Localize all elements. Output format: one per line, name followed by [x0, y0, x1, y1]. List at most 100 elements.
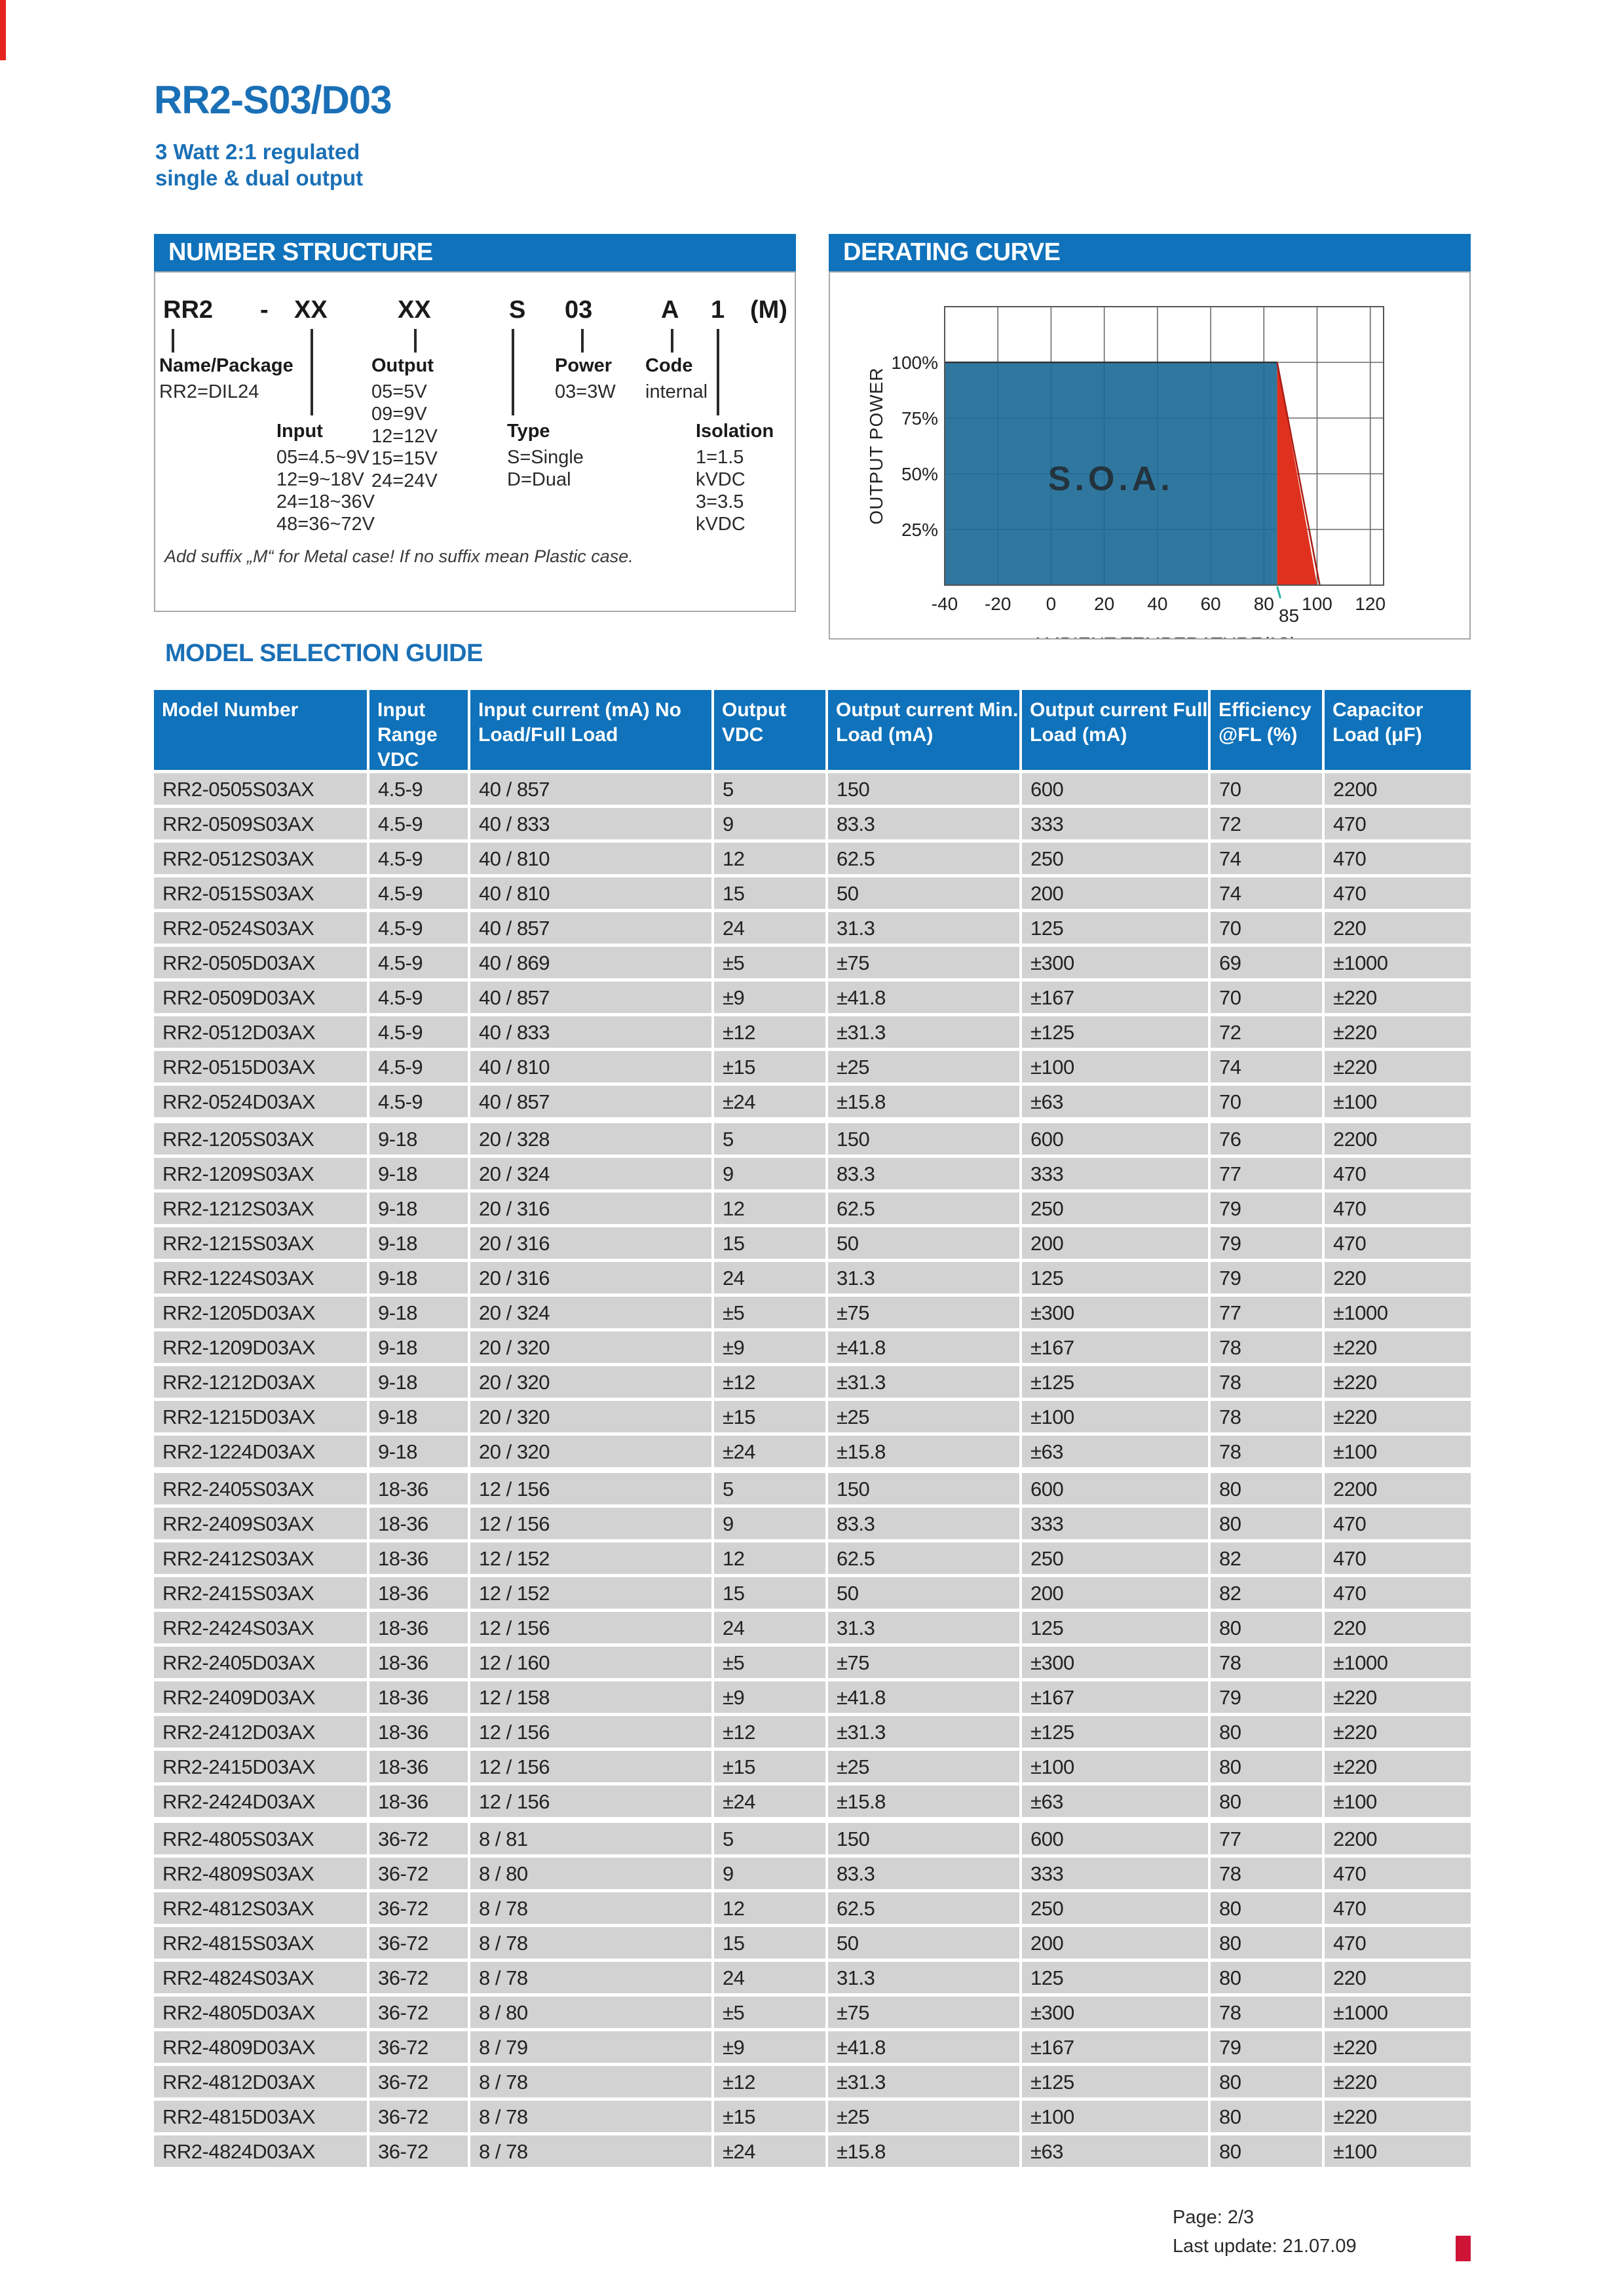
table-cell: 250 — [1022, 1542, 1208, 1574]
svg-text:100%: 100% — [891, 353, 938, 373]
table-cell: ±300 — [1022, 1997, 1208, 2028]
table-cell: ±220 — [1325, 1366, 1471, 1398]
table-cell: 150 — [828, 1823, 1019, 1854]
table-cell: 18-36 — [369, 1542, 468, 1574]
table-cell: 12 — [714, 1542, 825, 1574]
table-cell: ±9 — [714, 1681, 825, 1713]
table-cell: RR2-0512D03AX — [154, 1016, 367, 1048]
table-cell: 36-72 — [369, 1927, 468, 1959]
group-power: Power 03=3W — [555, 355, 616, 403]
table-cell: RR2-0515S03AX — [154, 877, 367, 909]
column-header: Output VDC — [714, 690, 825, 770]
table-cell: ±9 — [714, 1331, 825, 1363]
table-cell: 470 — [1325, 1892, 1471, 1924]
table-row: RR2-4809D03AX 36-72 8 / 79 ±9 ±41.8 ±167 79 ±22… — [154, 2031, 1471, 2063]
table-cell: 77 — [1211, 1297, 1322, 1328]
table-cell: 8 / 78 — [470, 2135, 711, 2167]
table-cell: RR2-2424D03AX — [154, 1786, 367, 1817]
page-subtitle-line2: single & dual output — [155, 166, 364, 190]
table-row: RR2-1215D03AX 9-18 20 / 320 ±15 ±25 ±100 78 ±22… — [154, 1401, 1471, 1432]
table-cell: ±220 — [1325, 1051, 1471, 1082]
table-cell: 9-18 — [369, 1193, 468, 1224]
table-cell: 220 — [1325, 1612, 1471, 1643]
table-cell: ±1000 — [1325, 947, 1471, 978]
svg-text:120: 120 — [1355, 594, 1386, 614]
table-cell: ±12 — [714, 1716, 825, 1748]
table-cell: ±15.8 — [828, 1436, 1019, 1467]
table-cell: 50 — [828, 1227, 1019, 1259]
table-cell: ±100 — [1022, 1401, 1208, 1432]
table-row: RR2-1209S03AX 9-18 20 / 324 9 83.3 333 77 470 — [154, 1158, 1471, 1189]
table-row: RR2-1215S03AX 9-18 20 / 316 15 50 200 79 470 — [154, 1227, 1471, 1259]
svg-text:AMBIENT TEMPERATURE(°C): AMBIENT TEMPERATURE(°C) — [1032, 634, 1297, 638]
table-cell: ±41.8 — [828, 1331, 1019, 1363]
table-cell: ±15 — [714, 1401, 825, 1432]
table-cell: 18-36 — [369, 1681, 468, 1713]
group-isolation: Isolation 1=1.5 kVDC 3=3.5 kVDC — [696, 421, 795, 535]
svg-text:85: 85 — [1279, 605, 1299, 626]
table-cell: ±167 — [1022, 2031, 1208, 2063]
table-row: RR2-2412D03AX 18-36 12 / 156 ±12 ±31.3 ±125 80… — [154, 1716, 1471, 1748]
table-cell: 78 — [1211, 1401, 1322, 1432]
table-cell: 150 — [828, 773, 1019, 805]
connector-line — [581, 329, 584, 353]
table-cell: 8 / 78 — [470, 2066, 711, 2097]
table-cell: 125 — [1022, 912, 1208, 944]
table-cell: ±75 — [828, 1997, 1019, 2028]
connector-line — [172, 329, 174, 353]
table-cell: 80 — [1211, 2101, 1322, 2132]
table-cell: 200 — [1022, 1227, 1208, 1259]
table-cell: 36-72 — [369, 1997, 468, 2028]
column-header: Model Number — [154, 690, 367, 770]
table-row: RR2-0515D03AX 4.5-9 40 / 810 ±15 ±25 ±100 74 ±2… — [154, 1051, 1471, 1082]
code-token-isolation: 1 — [711, 296, 725, 324]
table-cell: 80 — [1211, 1473, 1322, 1504]
table-cell: 12 / 152 — [470, 1542, 711, 1574]
table-cell: 36-72 — [369, 2101, 468, 2132]
table-row: RR2-4812S03AX 36-72 8 / 78 12 62.5 250 80 470 — [154, 1892, 1471, 1924]
table-cell: 78 — [1211, 1436, 1322, 1467]
group-type: Type S=Single D=Dual — [507, 421, 584, 491]
structure-item: 15=15V — [371, 448, 438, 469]
table-cell: ±25 — [828, 2101, 1019, 2132]
structure-item: S=Single — [507, 447, 584, 468]
table-cell: 18-36 — [369, 1473, 468, 1504]
table-cell: 220 — [1325, 1962, 1471, 1993]
svg-text:-40: -40 — [932, 594, 958, 614]
table-cell: 79 — [1211, 1262, 1322, 1293]
code-token-dash: - — [260, 296, 269, 324]
table-cell: RR2-2405S03AX — [154, 1473, 367, 1504]
table-cell: 250 — [1022, 843, 1208, 874]
table-cell: RR2-2415S03AX — [154, 1577, 367, 1609]
table-cell: 20 / 320 — [470, 1331, 711, 1363]
table-cell: ±41.8 — [828, 982, 1019, 1013]
table-cell: 9-18 — [369, 1401, 468, 1432]
table-cell: 50 — [828, 877, 1019, 909]
table-cell: RR2-4805S03AX — [154, 1823, 367, 1854]
table-cell: 125 — [1022, 1962, 1208, 1993]
table-cell: ±75 — [828, 1647, 1019, 1678]
table-cell: 9-18 — [369, 1227, 468, 1259]
table-row: RR2-4812D03AX 36-72 8 / 78 ±12 ±31.3 ±125 80 ±2… — [154, 2066, 1471, 2097]
table-cell: 9-18 — [369, 1123, 468, 1155]
table-cell: ±31.3 — [828, 1716, 1019, 1748]
table-cell: 20 / 316 — [470, 1227, 711, 1259]
group-label: Power — [555, 355, 613, 376]
table-row: RR2-2424S03AX 18-36 12 / 156 24 31.3 125 80 220 — [154, 1612, 1471, 1643]
table-cell: ±220 — [1325, 1016, 1471, 1048]
group-label: Name/Package — [159, 355, 293, 376]
structure-item: internal — [645, 381, 708, 402]
table-cell: 31.3 — [828, 1612, 1019, 1643]
table-row: RR2-2405D03AX 18-36 12 / 160 ±5 ±75 ±300 78 ±10… — [154, 1647, 1471, 1678]
number-structure-heading: NUMBER STRUCTURE — [154, 234, 796, 271]
svg-text:0: 0 — [1046, 594, 1057, 614]
table-cell: ±1000 — [1325, 1647, 1471, 1678]
structure-item: 05=4.5~9V — [276, 447, 369, 468]
table-cell: 83.3 — [828, 1158, 1019, 1189]
table-cell: 74 — [1211, 843, 1322, 874]
number-structure-box: RR2 - XX XX S 03 A 1 (M) Name/Package RR… — [154, 271, 796, 612]
table-cell: 80 — [1211, 1612, 1322, 1643]
table-cell: RR2-0524D03AX — [154, 1086, 367, 1117]
table-row: RR2-4815D03AX 36-72 8 / 78 ±15 ±25 ±100 80 ±220 — [154, 2101, 1471, 2132]
table-cell: 8 / 80 — [470, 1858, 711, 1889]
